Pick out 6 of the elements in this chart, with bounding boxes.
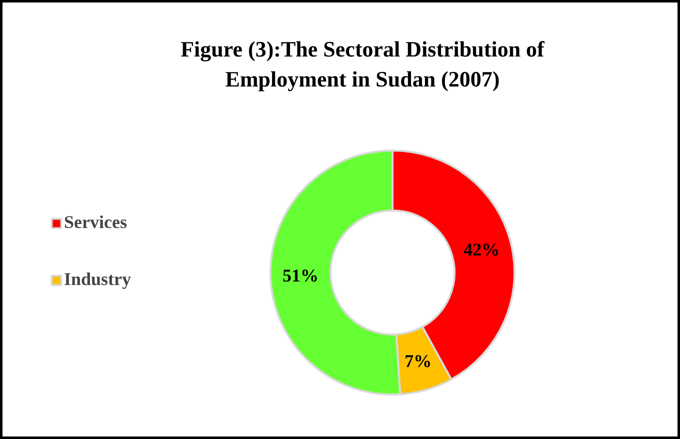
data-label: 42% xyxy=(464,240,500,260)
legend-label: Industry xyxy=(64,269,132,290)
chart-title: Figure (3):The Sectoral Distribution of Employment in Sudan (2007) xyxy=(180,36,546,92)
data-label: 7% xyxy=(404,350,432,371)
legend-label: Services xyxy=(64,212,127,233)
data-label: 51% xyxy=(282,265,319,286)
